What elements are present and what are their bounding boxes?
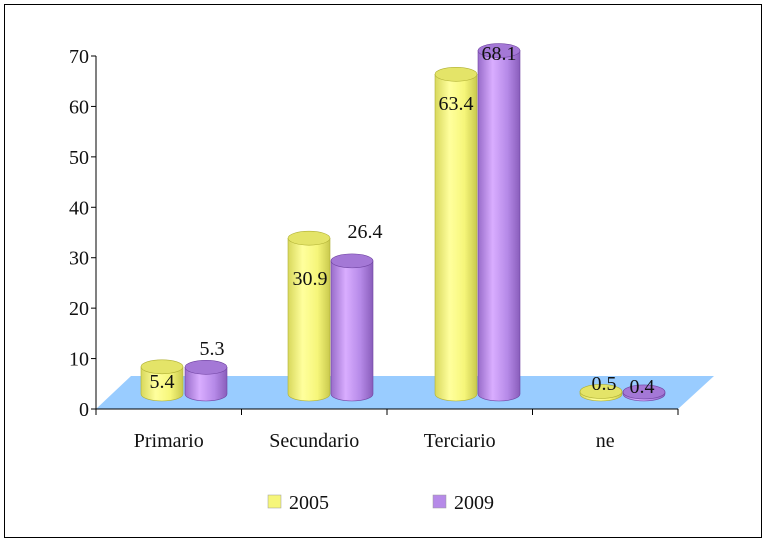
y-tick-label: 30	[69, 248, 89, 270]
legend-label-2009: 2009	[454, 492, 494, 514]
chart-border	[4, 4, 762, 538]
legend: 2005 2009	[267, 492, 494, 514]
x-tick-label: ne	[596, 430, 615, 452]
bar-2009-primario	[184, 359, 228, 402]
bar-body	[287, 237, 331, 402]
bar-top	[140, 359, 184, 375]
y-tick-label: 0	[79, 399, 89, 421]
legend-swatch-2005	[267, 494, 282, 509]
data-label: 0.4	[630, 376, 655, 398]
chart-floor	[96, 376, 714, 409]
bar-2009-secundario	[330, 253, 374, 402]
bar-top	[622, 384, 666, 400]
data-label: 5.3	[200, 338, 225, 360]
data-label: 63.4	[439, 93, 474, 115]
bar-2009-terciario	[477, 43, 521, 402]
x-tick-label: Terciario	[424, 430, 496, 452]
bar-body	[330, 260, 374, 402]
bar-body	[477, 50, 521, 402]
data-label: 5.4	[150, 371, 175, 393]
data-labels: 5.4 30.9 63.4 0.5 5.3 26.4 68.1 0.4	[150, 43, 655, 398]
bar-top	[434, 66, 478, 82]
bar-series-group	[140, 43, 666, 402]
bar-2005-terciario	[434, 66, 478, 402]
bar-body	[140, 366, 184, 402]
bar-top	[287, 230, 331, 246]
bar-2009-ne	[622, 384, 666, 402]
bar-2005-primario	[140, 359, 184, 402]
data-label: 30.9	[293, 268, 328, 290]
x-tick-label: Primario	[134, 430, 204, 452]
bar-2005-ne	[579, 384, 623, 402]
bar-body	[184, 366, 228, 402]
y-tick-label: 40	[69, 197, 89, 219]
bar-2005-secundario	[287, 230, 331, 402]
x-axis: Primario Secundario Terciario ne	[95, 408, 679, 452]
bar-top	[330, 253, 374, 269]
y-tick-label: 10	[69, 349, 89, 371]
x-tick-label: Secundario	[269, 430, 359, 452]
y-tick-label: 70	[69, 46, 89, 68]
legend-label-2005: 2005	[289, 492, 329, 514]
bar-body	[434, 73, 478, 402]
data-label: 68.1	[482, 43, 517, 65]
y-axis: 0 10 20 30 40 50 60 70	[69, 46, 97, 421]
y-tick-label: 20	[69, 298, 89, 320]
legend-swatch-2009	[432, 494, 447, 509]
y-tick-label: 60	[69, 96, 89, 118]
data-label: 0.5	[592, 373, 617, 395]
bar-top	[579, 384, 623, 399]
bar-top	[184, 359, 228, 375]
y-tick-label: 50	[69, 147, 89, 169]
bar-top	[477, 43, 521, 58]
data-label: 26.4	[348, 221, 383, 243]
